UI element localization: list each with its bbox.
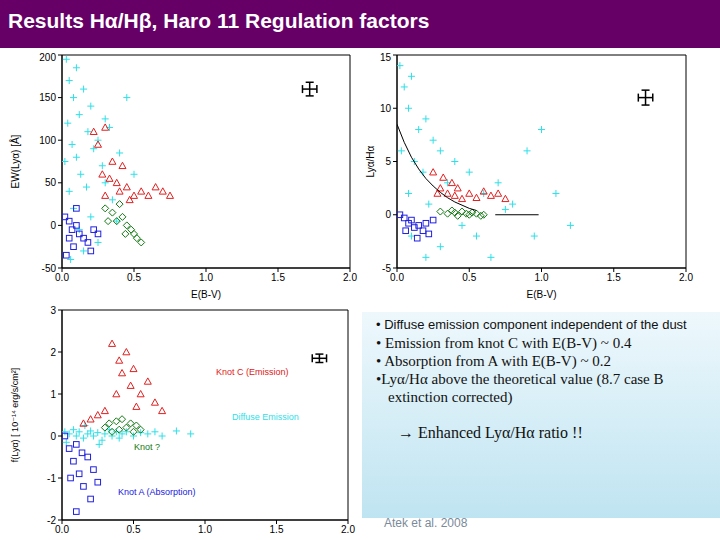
svg-text:2.0: 2.0 xyxy=(341,524,355,535)
svg-text:100: 100 xyxy=(39,135,56,146)
html-text:Knot C (Emission): Knot C (Emission) xyxy=(216,367,289,377)
svg-text:1: 1 xyxy=(50,389,56,400)
html-text:→ Enhanced Lyα/Hα ratio !!: → Enhanced Lyα/Hα ratio !! xyxy=(398,424,583,441)
svg-text:-1: -1 xyxy=(47,473,56,484)
html-text:• Emission from knot C with E(: • Emission from knot C with E(B-V) ~ 0.4 xyxy=(376,335,632,351)
svg-text:15: 15 xyxy=(380,52,392,63)
svg-text:0.5: 0.5 xyxy=(127,272,141,283)
svg-text:0: 0 xyxy=(50,220,56,231)
svg-text:200: 200 xyxy=(39,52,56,63)
svg-text:0.5: 0.5 xyxy=(462,272,476,283)
svg-text:1.0: 1.0 xyxy=(198,524,212,535)
svg-text:1.0: 1.0 xyxy=(535,272,549,283)
html-text:Results Hα/Hβ, Haro 11 Regulat: Results Hα/Hβ, Haro 11 Regulation factor… xyxy=(8,9,430,32)
svg-text:10: 10 xyxy=(380,103,392,114)
svg-text:0: 0 xyxy=(385,209,391,220)
svg-text:E(B-V): E(B-V) xyxy=(527,289,557,300)
svg-text:2: 2 xyxy=(50,347,56,358)
html-text:• Absorption from A with E(B-V: • Absorption from A with E(B-V) ~ 0.2 xyxy=(376,353,611,369)
svg-text:2.0: 2.0 xyxy=(679,272,693,283)
svg-text:-50: -50 xyxy=(42,263,57,274)
html-text:Knot ?: Knot ? xyxy=(134,442,160,452)
svg-text:-2: -2 xyxy=(47,515,56,526)
svg-text:1.5: 1.5 xyxy=(270,524,284,535)
svg-text:2.0: 2.0 xyxy=(343,272,357,283)
html-text:Diffuse Emission: Diffuse Emission xyxy=(232,412,299,422)
svg-text:1.5: 1.5 xyxy=(271,272,285,283)
svg-text:1.0: 1.0 xyxy=(199,272,213,283)
svg-text:-5: -5 xyxy=(382,263,391,274)
html-text:• Diffuse emission component i: • Diffuse emission component independent… xyxy=(376,317,687,332)
svg-text:EW(Lyα) [Å]: EW(Lyα) [Å] xyxy=(9,134,21,188)
svg-text:5: 5 xyxy=(385,156,391,167)
svg-text:0.0: 0.0 xyxy=(55,272,69,283)
html-text:•Lyα/Hα above the theoretical: •Lyα/Hα above the theoretical value (8.7… xyxy=(376,371,664,405)
svg-text:50: 50 xyxy=(45,177,57,188)
svg-text:1.5: 1.5 xyxy=(607,272,621,283)
svg-text:E(B-V): E(B-V) xyxy=(191,289,221,300)
html-text:Atek et al. 2008: Atek et al. 2008 xyxy=(384,516,468,530)
svg-text:0.0: 0.0 xyxy=(390,272,404,283)
svg-text:3: 3 xyxy=(50,305,56,316)
svg-text:Lyα/Hα: Lyα/Hα xyxy=(365,145,376,177)
svg-text:f(Lyα) [ 10⁻¹⁴ erg/s/cm²]: f(Lyα) [ 10⁻¹⁴ erg/s/cm²] xyxy=(10,368,20,463)
svg-text:0: 0 xyxy=(50,431,56,442)
svg-text:150: 150 xyxy=(39,92,56,103)
svg-text:0.0: 0.0 xyxy=(55,524,69,535)
svg-text:0.5: 0.5 xyxy=(127,524,141,535)
html-text:Knot A (Absorption): Knot A (Absorption) xyxy=(118,487,196,497)
